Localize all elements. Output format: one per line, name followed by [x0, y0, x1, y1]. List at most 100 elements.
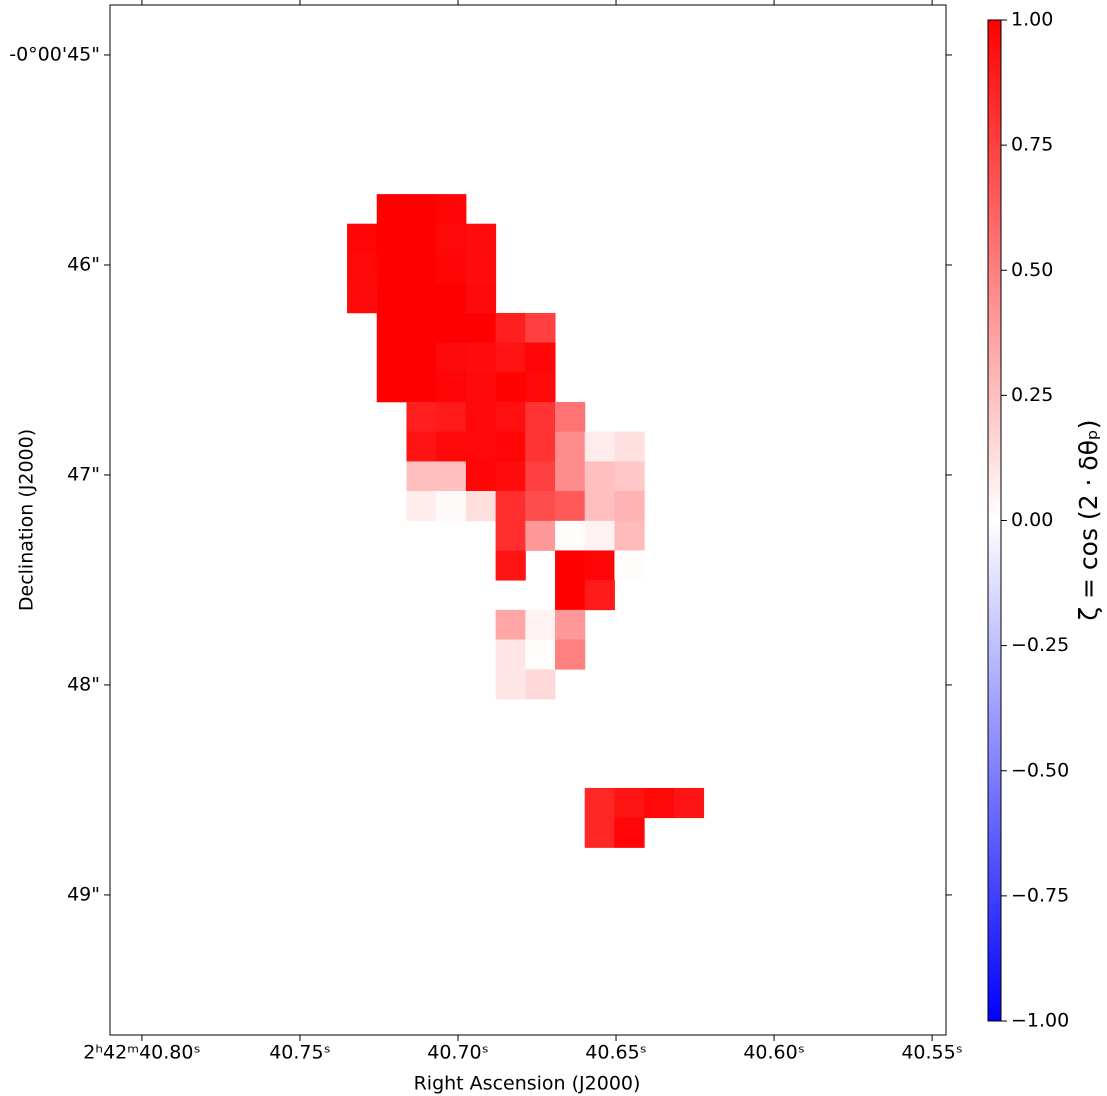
heatmap-cell	[436, 431, 467, 462]
heatmap-cell	[406, 461, 437, 492]
heatmap-cell	[347, 253, 378, 284]
heatmap-cell	[525, 461, 556, 492]
heatmap-cell	[465, 461, 497, 492]
heatmap-cell	[525, 639, 556, 670]
heatmap-cell	[614, 520, 645, 551]
heatmap-cell	[376, 342, 407, 373]
heatmap-cell	[465, 223, 497, 254]
heatmap-cell	[495, 431, 526, 462]
x-tick-label: 40.55ˢ	[901, 1042, 962, 1064]
heatmap-cell	[376, 194, 407, 225]
heatmap-cell	[614, 817, 645, 848]
heatmap-cell	[495, 401, 526, 433]
heatmap-cell	[436, 223, 467, 254]
x-tick-label: 40.75ˢ	[269, 1042, 330, 1064]
heatmap-cell	[525, 312, 556, 344]
heatmap-cell	[465, 372, 497, 403]
x-tick-label: 40.60ˢ	[743, 1042, 804, 1064]
heatmap-cell	[406, 223, 437, 254]
heatmap-cell	[525, 431, 556, 462]
heatmap-cell	[376, 372, 407, 403]
heatmap-cell	[525, 342, 556, 373]
heatmap-cell	[436, 372, 467, 403]
heatmap-cell	[347, 283, 378, 314]
heatmap-cell	[406, 253, 437, 284]
heatmap-cell	[436, 312, 467, 344]
heatmap-cell	[525, 520, 556, 551]
heatmap-cell	[376, 253, 407, 284]
heatmap-cell	[495, 550, 526, 581]
heatmap-cell	[436, 194, 467, 225]
colorbar	[987, 19, 1002, 1022]
heatmap-cell	[436, 401, 467, 433]
heatmap-cell	[495, 520, 526, 551]
heatmap-cell	[495, 609, 526, 640]
y-axis-title: Declination (J2000)	[16, 429, 38, 611]
heatmap-cell	[584, 491, 615, 522]
heatmap-cell	[436, 253, 467, 284]
colorbar-tick-label: −1.00	[1011, 1010, 1069, 1032]
x-axis-title: Right Ascension (J2000)	[414, 1073, 641, 1095]
heatmap-cell	[495, 639, 526, 670]
heatmap-cell	[406, 342, 437, 373]
heatmap-cell	[525, 372, 556, 403]
heatmap-cell	[495, 491, 526, 522]
heatmap-cell	[436, 461, 467, 492]
heatmap-cell	[555, 491, 586, 522]
colorbar-tick-label: −0.25	[1011, 634, 1069, 656]
heatmap-cell	[644, 787, 675, 819]
heatmap-cell	[465, 283, 497, 314]
heatmap-cell	[555, 639, 586, 670]
x-tick-label: 2ʰ42ᵐ40.80ˢ	[83, 1042, 200, 1064]
colorbar-tick-label: 0.00	[1011, 509, 1053, 531]
heatmap-cell	[406, 431, 437, 462]
heatmap-cell	[406, 194, 437, 225]
y-tick-label: -0°00'45"	[9, 43, 100, 65]
heatmap-cell	[406, 312, 437, 344]
heatmap-cell	[406, 401, 437, 433]
colorbar-tick-label: −0.50	[1011, 759, 1069, 781]
heatmap-cell	[465, 431, 497, 462]
x-tick-label: 40.70ˢ	[427, 1042, 488, 1064]
heatmap-cell	[436, 342, 467, 373]
heatmap-cell	[495, 372, 526, 403]
heatmap-cell	[406, 372, 437, 403]
heatmap-cell	[465, 253, 497, 284]
x-tick-label: 40.65ˢ	[585, 1042, 646, 1064]
heatmap-cell	[555, 431, 586, 462]
heatmap-cell	[436, 491, 467, 522]
heatmap-cell	[555, 580, 586, 611]
y-tick-label: 48"	[67, 673, 100, 695]
heatmap-cell	[555, 609, 586, 640]
heatmap-cell	[436, 283, 467, 314]
heatmap-cell	[584, 431, 615, 462]
heatmap-cell	[525, 609, 556, 640]
heatmap-cell	[495, 461, 526, 492]
heatmap-cell	[406, 491, 437, 522]
heatmap-cell	[614, 461, 645, 492]
colorbar-tick-label: −0.75	[1011, 884, 1069, 906]
heatmap-cell	[465, 401, 497, 433]
colorbar-tick-label: 0.75	[1011, 134, 1053, 156]
colorbar-tick-label: 0.50	[1011, 259, 1053, 281]
heatmap-cell	[376, 283, 407, 314]
y-tick-label: 47"	[67, 463, 100, 485]
heatmap-cell	[584, 787, 615, 819]
y-tick-label: 46"	[67, 253, 100, 275]
heatmap-cell	[465, 342, 497, 373]
heatmap-cell	[376, 223, 407, 254]
heatmap-cell	[614, 431, 645, 462]
heatmap-cell	[555, 520, 586, 551]
colorbar-tick-label: 1.00	[1011, 9, 1053, 31]
heatmap-cell	[584, 817, 615, 848]
heatmap-cell	[614, 491, 645, 522]
heatmap-cell	[584, 461, 615, 492]
colorbar-tick-label: 0.25	[1011, 384, 1053, 406]
colorbar-title: ζ = cos (2 · δθₚ)	[1074, 419, 1103, 620]
heatmap-cell	[525, 401, 556, 433]
heatmap-cell	[525, 491, 556, 522]
heatmap-cell	[465, 312, 497, 344]
heatmap-cell	[614, 550, 645, 581]
heatmap-cell	[495, 342, 526, 373]
y-tick-label: 49"	[67, 883, 100, 905]
